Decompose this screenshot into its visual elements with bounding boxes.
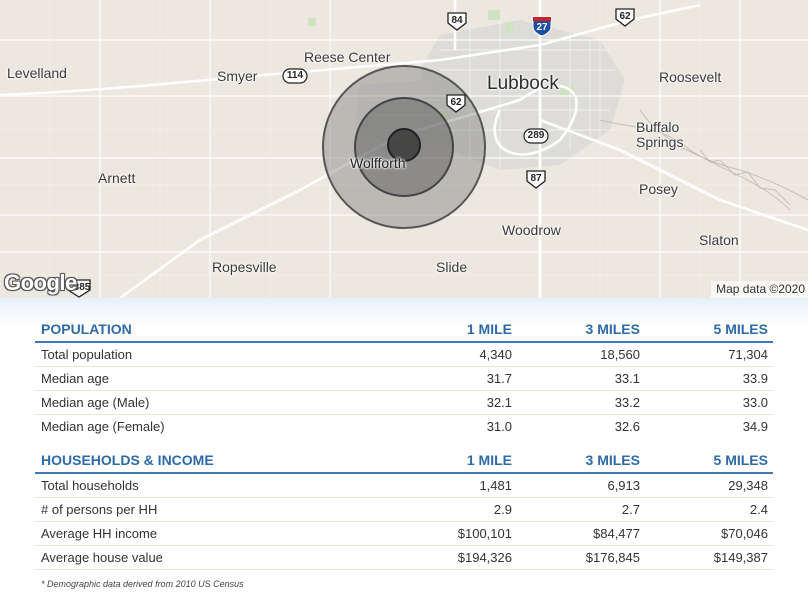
row-label: Total households xyxy=(41,478,139,493)
table-row: Total households 1,481 6,913 29,348 xyxy=(35,474,773,498)
population-header: POPULATION xyxy=(41,321,132,337)
table-row: Total population 4,340 18,560 71,304 xyxy=(35,343,773,367)
place-posey: Posey xyxy=(639,181,678,197)
place-reese-center: Reese Center xyxy=(304,49,391,65)
table-row: Median age (Male) 32.1 33.2 33.0 xyxy=(35,391,773,415)
row-label: Total population xyxy=(41,347,133,362)
value-1-mile: $194,326 xyxy=(457,550,512,565)
place-slaton: Slaton xyxy=(699,232,739,248)
map-attribution[interactable]: Map data ©2020 xyxy=(711,281,808,298)
row-label: Median age xyxy=(41,371,109,386)
demographics-panel: POPULATION 1 MILE 3 MILES 5 MILES Total … xyxy=(0,298,808,615)
value-5-miles: 33.9 xyxy=(742,371,768,386)
population-header-row: POPULATION 1 MILE 3 MILES 5 MILES xyxy=(35,315,773,343)
value-1-mile: 31.0 xyxy=(486,419,512,434)
value-5-miles: 2.4 xyxy=(749,502,768,517)
col-3-miles: 3 MILES xyxy=(585,321,640,337)
value-5-miles: 33.0 xyxy=(742,395,768,410)
population-table: POPULATION 1 MILE 3 MILES 5 MILES Total … xyxy=(35,315,773,438)
row-label: Median age (Male) xyxy=(41,395,150,410)
place-ropesville: Ropesville xyxy=(212,259,277,275)
place-buffalo-springs: Buffalo Springs xyxy=(636,119,684,150)
value-3-miles: $176,845 xyxy=(585,550,640,565)
households-header: HOUSEHOLDS & INCOME xyxy=(41,452,214,468)
table-row: # of persons per HH 2.9 2.7 2.4 xyxy=(35,498,773,522)
radius-map[interactable]: Levelland Smyer Reese Center Lubbock Roo… xyxy=(0,0,808,298)
us-84-shield: 84 xyxy=(446,11,468,31)
radius-rings xyxy=(322,65,486,229)
table-row: Average house value $194,326 $176,845 $1… xyxy=(35,546,773,570)
value-5-miles: $70,046 xyxy=(721,526,768,541)
value-1-mile: $100,101 xyxy=(457,526,512,541)
value-3-miles: 32.6 xyxy=(614,419,640,434)
value-1-mile: 1,481 xyxy=(479,478,512,493)
place-levelland: Levelland xyxy=(7,65,67,81)
value-1-mile: 32.1 xyxy=(486,395,512,410)
row-label: # of persons per HH xyxy=(41,502,158,517)
place-slide: Slide xyxy=(436,259,468,275)
households-table: HOUSEHOLDS & INCOME 1 MILE 3 MILES 5 MIL… xyxy=(35,446,773,570)
place-woodrow: Woodrow xyxy=(502,222,561,238)
map-base xyxy=(0,0,808,298)
col-1-mile: 1 MILE xyxy=(466,452,512,468)
value-5-miles: $149,387 xyxy=(713,550,768,565)
value-3-miles: $84,477 xyxy=(593,526,640,541)
row-label: Average HH income xyxy=(41,526,158,541)
us-385-shield: 385 xyxy=(66,278,92,298)
table-row: Median age 31.7 33.1 33.9 xyxy=(35,367,773,391)
interstate-27-shield: 27 xyxy=(532,15,552,37)
col-1-mile: 1 MILE xyxy=(466,321,512,337)
col-5-miles: 5 MILES xyxy=(713,452,768,468)
place-arnett: Arnett xyxy=(98,170,136,186)
google-logo: Google xyxy=(4,270,77,295)
us-87-shield: 87 xyxy=(525,169,547,189)
place-wolfforth: Wolfforth xyxy=(350,155,406,171)
value-5-miles: 29,348 xyxy=(728,478,768,493)
place-smyer: Smyer xyxy=(217,68,258,84)
value-3-miles: 6,913 xyxy=(607,478,640,493)
row-label: Average house value xyxy=(41,550,163,565)
row-label: Median age (Female) xyxy=(41,419,165,434)
place-lubbock: Lubbock xyxy=(487,73,559,94)
us-62-mid-shield: 62 xyxy=(445,93,467,113)
tx-289-shield: 289 xyxy=(523,128,549,144)
value-1-mile: 2.9 xyxy=(493,502,512,517)
value-1-mile: 4,340 xyxy=(479,347,512,362)
value-3-miles: 33.1 xyxy=(614,371,640,386)
col-5-miles: 5 MILES xyxy=(713,321,768,337)
us-62-north-shield: 62 xyxy=(614,7,636,27)
col-3-miles: 3 MILES xyxy=(585,452,640,468)
households-header-row: HOUSEHOLDS & INCOME 1 MILE 3 MILES 5 MIL… xyxy=(35,446,773,474)
value-1-mile: 31.7 xyxy=(486,371,512,386)
value-3-miles: 2.7 xyxy=(621,502,640,517)
value-3-miles: 33.2 xyxy=(614,395,640,410)
table-row: Average HH income $100,101 $84,477 $70,0… xyxy=(35,522,773,546)
value-5-miles: 34.9 xyxy=(742,419,768,434)
place-roosevelt: Roosevelt xyxy=(659,69,722,85)
footnote: * Demographic data derived from 2010 US … xyxy=(41,579,244,589)
table-row: Median age (Female) 31.0 32.6 34.9 xyxy=(35,415,773,438)
value-3-miles: 18,560 xyxy=(600,347,640,362)
tx-114-shield: 114 xyxy=(282,68,308,84)
value-5-miles: 71,304 xyxy=(728,347,768,362)
